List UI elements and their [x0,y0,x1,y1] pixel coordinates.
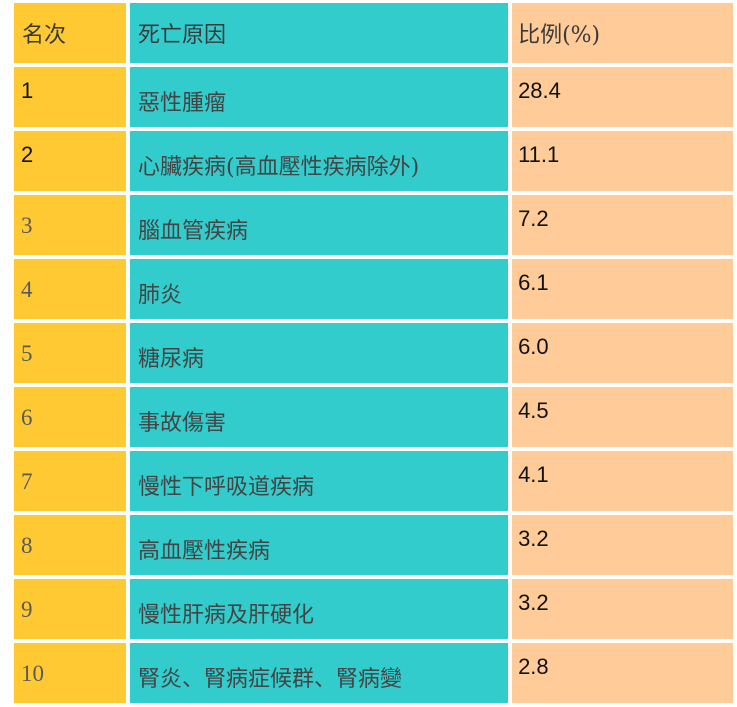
percent-cell: 7.2 [512,195,733,255]
percent-cell: 3.2 [512,515,733,575]
rank-value: 1 [21,78,34,103]
percent-value: 6.0 [518,334,549,359]
cause-value: 惡性腫瘤 [138,91,227,116]
rank-cell: 2 [14,131,126,191]
cause-value: 糖尿病 [138,347,205,372]
percent-value: 11.1 [518,142,560,167]
rank-cell: 9 [14,579,126,639]
table-row: 7 慢性下呼吸道疾病 4.1 [14,451,733,511]
table-row: 10 腎炎、腎病症候群、腎病變 2.8 [14,643,733,703]
percent-value: 3.2 [518,526,549,551]
table-row: 4 肺炎 6.1 [14,259,733,319]
rank-value: 3 [21,213,33,238]
rank-cell: 1 [14,67,126,127]
header-rank: 名次 [14,3,126,63]
rank-cell: 10 [14,643,126,703]
cause-of-death-table: 名次 死亡原因 比例(%) 1 惡性腫瘤 28.4 2 心臟疾病(高血壓性疾病除… [10,0,737,707]
rank-value: 4 [21,277,33,302]
cause-cell: 腦血管疾病 [130,195,509,255]
cause-cell: 事故傷害 [130,387,509,447]
cause-value: 慢性肝病及肝硬化 [138,603,315,628]
percent-value: 7.2 [518,206,549,231]
cause-value: 心臟疾病(高血壓性疾病除外) [138,155,420,180]
cause-cell: 高血壓性疾病 [130,515,509,575]
cause-cell: 腎炎、腎病症候群、腎病變 [130,643,509,703]
cause-cell: 慢性下呼吸道疾病 [130,451,509,511]
rank-value: 5 [21,341,33,366]
header-percent: 比例(%) [512,3,733,63]
rank-value: 6 [21,405,33,430]
percent-value: 28.4 [518,78,561,103]
percent-cell: 11.1 [512,131,733,191]
cause-value: 高血壓性疾病 [138,539,271,564]
cause-cell: 肺炎 [130,259,509,319]
percent-cell: 2.8 [512,643,733,703]
cause-value: 腎炎、腎病症候群、腎病變 [138,667,403,692]
table-row: 5 糖尿病 6.0 [14,323,733,383]
rank-value: 8 [21,533,33,558]
rank-value: 2 [21,142,34,167]
rank-cell: 8 [14,515,126,575]
rank-cell: 3 [14,195,126,255]
percent-cell: 6.0 [512,323,733,383]
percent-value: 6.1 [518,270,549,295]
table-row: 9 慢性肝病及肝硬化 3.2 [14,579,733,639]
percent-cell: 6.1 [512,259,733,319]
table-row: 2 心臟疾病(高血壓性疾病除外) 11.1 [14,131,733,191]
cause-cell: 惡性腫瘤 [130,67,509,127]
rank-value: 10 [21,661,44,686]
percent-value: 4.1 [518,462,549,487]
cause-cell: 糖尿病 [130,323,509,383]
cause-value: 肺炎 [138,283,183,308]
percent-cell: 28.4 [512,67,733,127]
rank-value: 9 [21,597,33,622]
cause-cell: 心臟疾病(高血壓性疾病除外) [130,131,509,191]
rank-value: 7 [21,469,33,494]
percent-cell: 3.2 [512,579,733,639]
header-cause: 死亡原因 [130,3,509,63]
table-row: 8 高血壓性疾病 3.2 [14,515,733,575]
percent-cell: 4.5 [512,387,733,447]
cause-value: 慢性下呼吸道疾病 [138,475,315,500]
rank-cell: 4 [14,259,126,319]
percent-value: 3.2 [518,590,549,615]
cause-value: 腦血管疾病 [138,219,249,244]
table-row: 6 事故傷害 4.5 [14,387,733,447]
rank-cell: 6 [14,387,126,447]
percent-cell: 4.1 [512,451,733,511]
rank-cell: 7 [14,451,126,511]
table-row: 3 腦血管疾病 7.2 [14,195,733,255]
percent-value: 2.8 [518,654,549,679]
rank-cell: 5 [14,323,126,383]
table-header-row: 名次 死亡原因 比例(%) [14,3,733,63]
percent-value: 4.5 [518,398,549,423]
cause-cell: 慢性肝病及肝硬化 [130,579,509,639]
cause-value: 事故傷害 [138,411,227,436]
table-row: 1 惡性腫瘤 28.4 [14,67,733,127]
